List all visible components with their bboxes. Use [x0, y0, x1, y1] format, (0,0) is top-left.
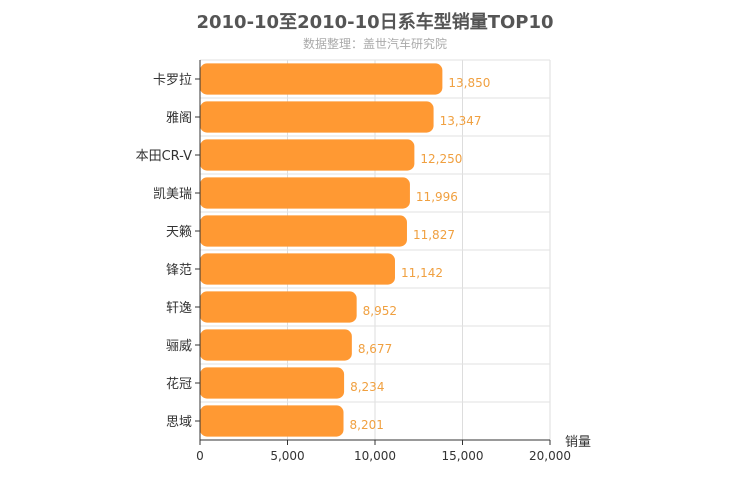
x-tick-label: 5,000 — [270, 449, 304, 463]
x-tick-label: 10,000 — [354, 449, 396, 463]
category-label: 花冠 — [166, 376, 192, 392]
bars: 13,850 13,347 12,250 11,996 11,827 11,142 8,95… — [200, 63, 490, 437]
category-label: 锋范 — [166, 263, 192, 278]
bar — [200, 63, 443, 95]
bar — [200, 329, 352, 361]
bar — [200, 291, 357, 323]
category-label: 骊威 — [166, 339, 192, 354]
category-label: 凯美瑞 — [153, 187, 192, 202]
bar — [200, 253, 395, 285]
data-label: 11,142 — [401, 266, 443, 280]
data-label: 8,234 — [350, 380, 384, 394]
data-label: 11,827 — [413, 228, 455, 242]
data-label: 13,850 — [448, 76, 490, 90]
category-label: 思域 — [166, 415, 192, 430]
chart-subtitle: 数据整理：盖世汽车研究院 — [302, 37, 447, 51]
bar — [200, 405, 344, 437]
x-axis-label: 销量 — [565, 435, 591, 450]
data-label: 8,677 — [358, 342, 392, 356]
bar — [200, 139, 415, 171]
data-label: 8,952 — [363, 304, 397, 318]
category-label: 天籁 — [166, 225, 192, 240]
chart-title: 2010-10至2010-10日系车型销量TOP10 — [196, 12, 554, 33]
data-label: 11,996 — [416, 190, 458, 204]
x-tick-label: 15,000 — [442, 449, 484, 463]
category-label: 轩逸 — [166, 301, 192, 316]
data-label: 12,250 — [420, 152, 462, 166]
x-tick-label: 0 — [196, 449, 204, 463]
bar — [200, 215, 407, 247]
data-label: 13,347 — [440, 114, 482, 128]
category-label: 雅阁 — [166, 111, 192, 126]
category-label: 卡罗拉 — [153, 73, 192, 88]
bar — [200, 101, 434, 133]
x-tick-label: 20,000 — [529, 449, 571, 463]
category-label: 本田CR-V — [136, 149, 193, 164]
data-label: 8,201 — [350, 418, 384, 432]
bar — [200, 177, 410, 209]
bar — [200, 367, 345, 399]
